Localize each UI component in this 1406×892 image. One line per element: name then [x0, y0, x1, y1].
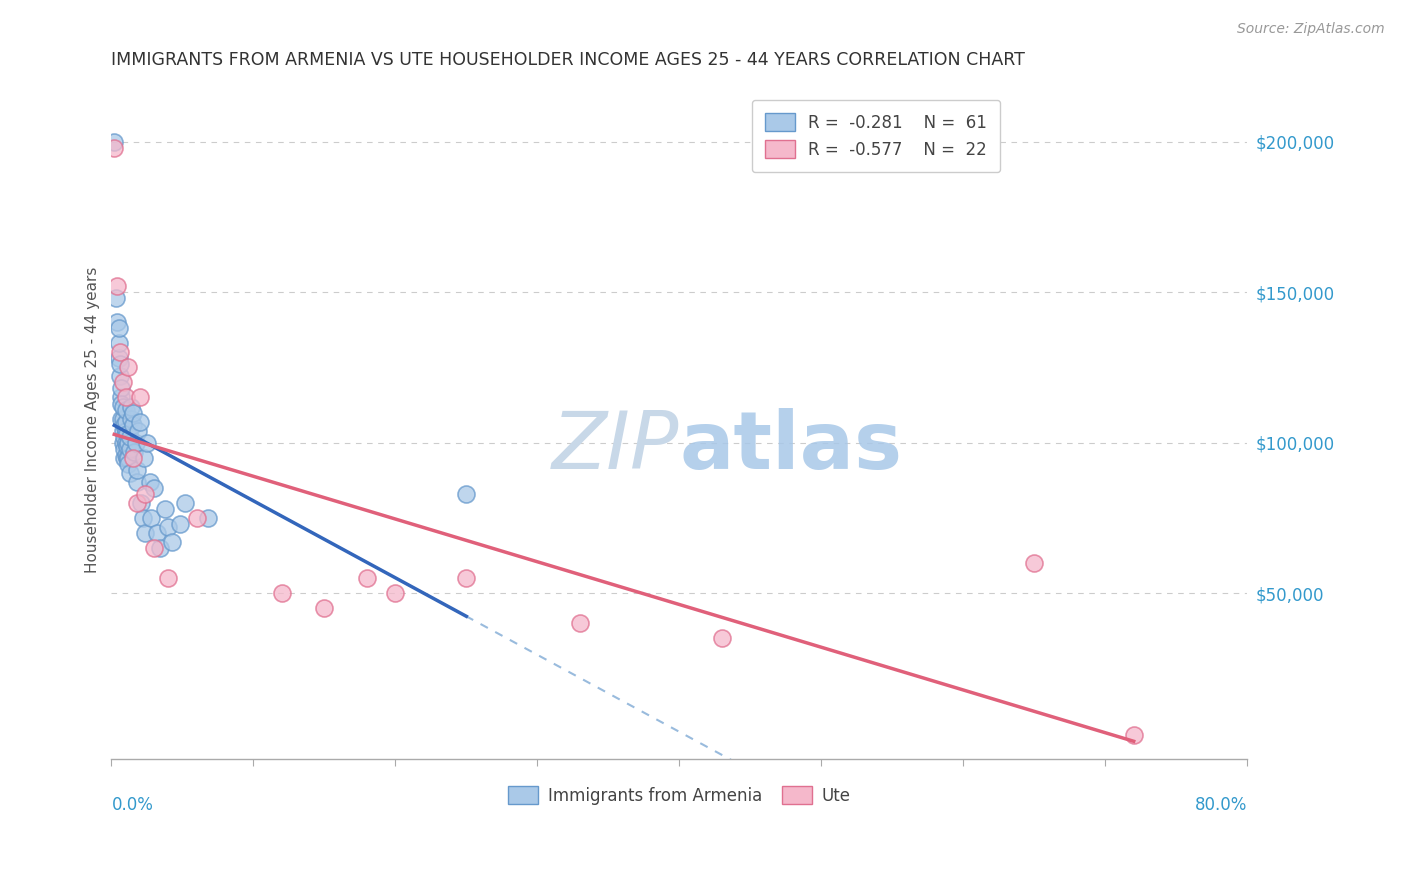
Text: ZIP: ZIP [553, 409, 679, 486]
Point [162, 535, 184, 549]
Point [157, 520, 180, 534]
Point [110, 381, 132, 395]
Point [456, 571, 478, 585]
Point [129, 496, 152, 510]
Point [104, 291, 127, 305]
Point [117, 450, 139, 465]
Point [1122, 728, 1144, 742]
Point [139, 475, 162, 489]
Point [118, 429, 141, 443]
Text: atlas: atlas [679, 409, 903, 486]
Point [121, 450, 143, 465]
Point [115, 439, 138, 453]
Point [122, 444, 145, 458]
Point [107, 351, 129, 366]
Point [112, 442, 135, 456]
Point [105, 315, 128, 329]
Point [120, 400, 142, 414]
Point [314, 601, 336, 615]
Point [114, 391, 136, 405]
Point [146, 526, 169, 541]
Point [131, 511, 153, 525]
Point [157, 571, 180, 585]
Point [115, 450, 138, 465]
Point [103, 135, 125, 149]
Point [110, 391, 132, 405]
Point [114, 424, 136, 438]
Point [270, 586, 292, 600]
Point [114, 402, 136, 417]
Point [117, 457, 139, 471]
Point [125, 475, 148, 489]
Point [110, 411, 132, 425]
Point [108, 357, 131, 371]
Point [186, 511, 208, 525]
Legend: Immigrants from Armenia, Ute: Immigrants from Armenia, Ute [501, 780, 858, 812]
Point [118, 466, 141, 480]
Point [143, 541, 166, 555]
Point [169, 516, 191, 531]
Point [128, 415, 150, 429]
Point [174, 496, 197, 510]
Point [117, 435, 139, 450]
Point [114, 415, 136, 429]
Point [132, 450, 155, 465]
Point [107, 321, 129, 335]
Point [127, 424, 149, 438]
Point [134, 487, 156, 501]
Point [105, 279, 128, 293]
Point [125, 496, 148, 510]
Point [110, 396, 132, 410]
Point [112, 417, 135, 432]
Text: Source: ZipAtlas.com: Source: ZipAtlas.com [1237, 22, 1385, 37]
Point [111, 376, 134, 390]
Point [155, 501, 177, 516]
Point [114, 448, 136, 462]
Point [121, 417, 143, 432]
Point [120, 411, 142, 425]
Point [134, 526, 156, 541]
Point [141, 511, 163, 525]
Point [107, 336, 129, 351]
Point [143, 481, 166, 495]
Point [124, 435, 146, 450]
Point [111, 424, 134, 438]
Point [117, 360, 139, 375]
Y-axis label: Householder Income Ages 25 - 44 years: Householder Income Ages 25 - 44 years [86, 267, 100, 574]
Point [710, 632, 733, 646]
Point [103, 140, 125, 154]
Point [108, 369, 131, 384]
Point [112, 450, 135, 465]
Point [114, 435, 136, 450]
Point [1024, 556, 1046, 570]
Point [111, 411, 134, 425]
Text: 0.0%: 0.0% [111, 796, 153, 814]
Text: 80.0%: 80.0% [1195, 796, 1247, 814]
Point [111, 435, 134, 450]
Point [111, 400, 134, 414]
Point [197, 511, 219, 525]
Point [356, 571, 378, 585]
Point [112, 429, 135, 443]
Point [384, 586, 406, 600]
Point [149, 541, 172, 555]
Point [135, 435, 157, 450]
Point [456, 487, 478, 501]
Point [118, 442, 141, 456]
Text: IMMIGRANTS FROM ARMENIA VS UTE HOUSEHOLDER INCOME AGES 25 - 44 YEARS CORRELATION: IMMIGRANTS FROM ARMENIA VS UTE HOUSEHOLD… [111, 51, 1025, 69]
Point [115, 426, 138, 441]
Point [568, 616, 591, 631]
Point [108, 345, 131, 359]
Point [125, 463, 148, 477]
Point [121, 405, 143, 419]
Point [128, 391, 150, 405]
